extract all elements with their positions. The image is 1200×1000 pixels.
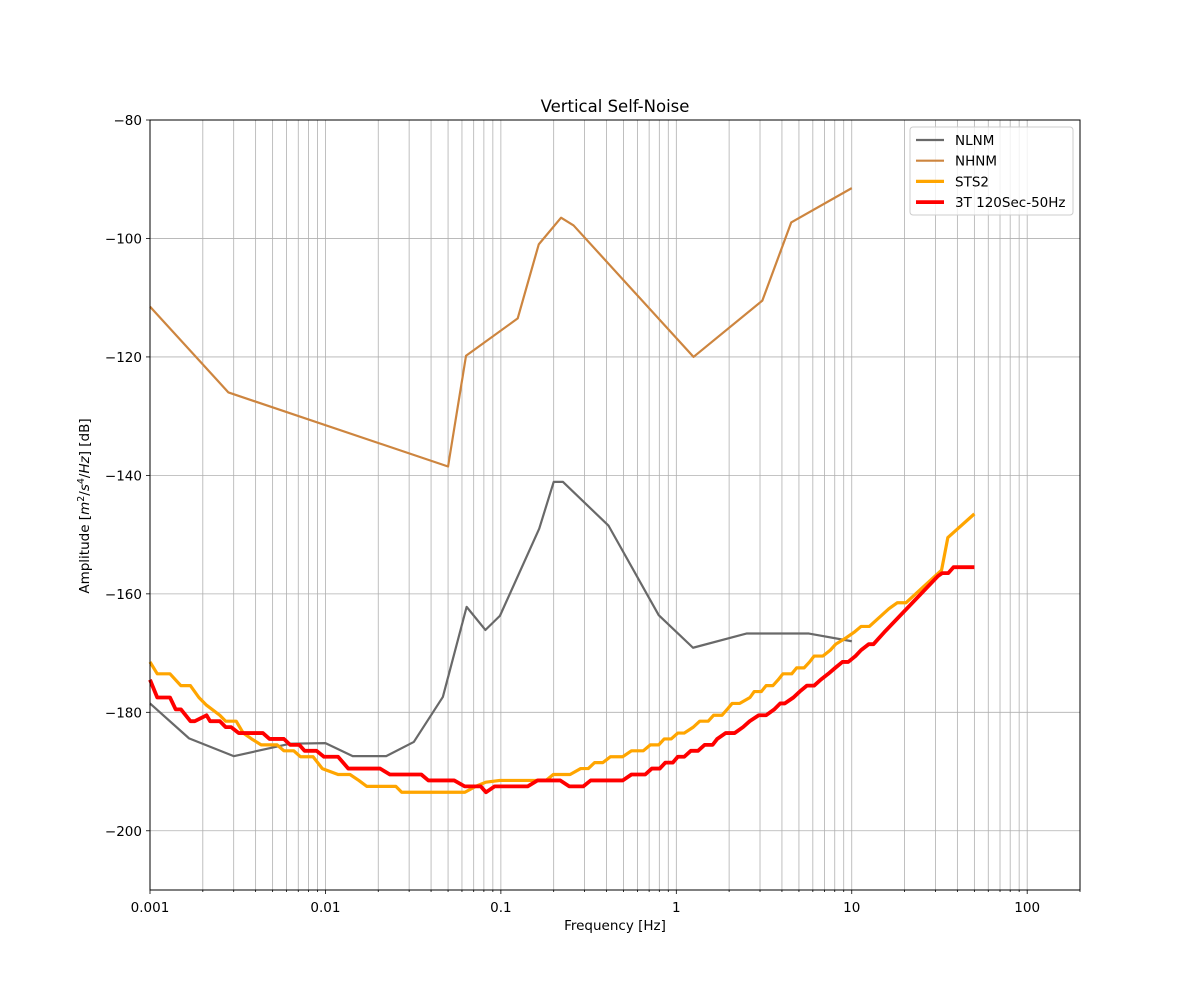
y-tick-label: −160 — [105, 587, 142, 603]
x-tick-label: 0.01 — [310, 900, 340, 916]
legend-label: 3T 120Sec-50Hz — [955, 195, 1065, 211]
series-line-sts2 — [148, 512, 976, 794]
y-axis-label-part: 2 — [76, 496, 87, 502]
y-tick-label: −180 — [105, 705, 142, 721]
y-tick-label: −80 — [114, 113, 143, 129]
legend: NLNM NHNM STS2 3T 120Sec-50Hz — [909, 126, 1074, 216]
chart-title: Vertical Self-Noise — [541, 97, 690, 116]
x-tick-labels: 0.001 0.01 0.1 1 10 100 — [131, 900, 1040, 916]
x-tick-label: 10 — [843, 900, 860, 916]
legend-label: NLNM — [955, 133, 994, 149]
y-axis-label-part: s — [77, 484, 93, 491]
y-tick-label: −200 — [105, 824, 142, 840]
y-tick-labels: −80 −100 −120 −140 −160 −180 −200 — [105, 113, 142, 840]
y-axis-label-part: Amplitude [ — [77, 515, 93, 594]
y-tick-label: −140 — [105, 468, 142, 484]
series-lines — [148, 187, 976, 795]
legend-label: NHNM — [955, 154, 997, 170]
plot-frame — [149, 119, 1081, 891]
legend-label: STS2 — [955, 174, 989, 190]
x-tick-label: 1 — [672, 900, 681, 916]
y-axis-label-part: / — [77, 473, 93, 478]
y-axis-label-part: ] [dB] — [77, 418, 93, 456]
series-line-nlnm — [149, 480, 852, 758]
legend-box — [909, 126, 1074, 216]
x-tick-label: 100 — [1014, 900, 1040, 916]
y-axis-label: Amplitude [m2/s4/Hz] [dB] — [76, 418, 94, 593]
y-axis-label-part: m — [77, 502, 93, 515]
x-tick-label: 0.001 — [131, 900, 170, 916]
y-axis-label-part: Hz — [77, 455, 93, 473]
y-axis-label-part: / — [77, 491, 93, 496]
series-line-nhnm — [149, 187, 853, 468]
x-tick-label: 0.1 — [490, 900, 511, 916]
axes — [146, 119, 1081, 894]
y-tick-label: −100 — [105, 231, 142, 247]
x-axis-label: Frequency [Hz] — [564, 918, 666, 934]
y-tick-label: −120 — [105, 350, 142, 366]
series-line-3t-120sec-50hz — [148, 565, 975, 795]
y-axis-label-part: 4 — [76, 478, 87, 484]
